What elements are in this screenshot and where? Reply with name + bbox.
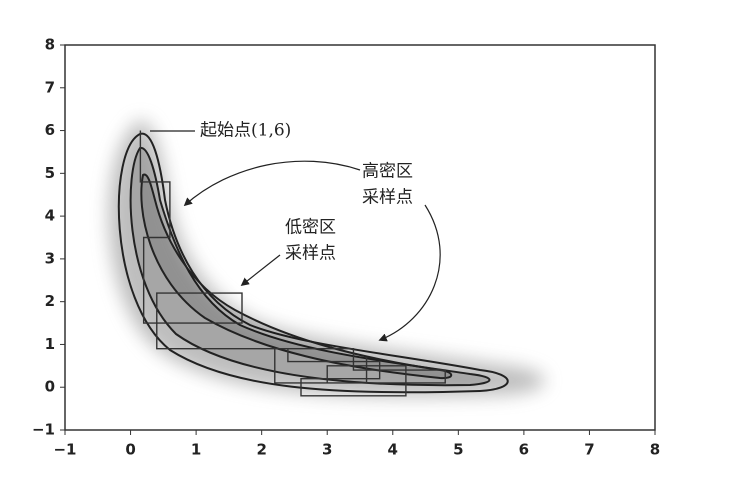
y-tick-label: −1 [32,421,55,439]
annotation-arrows [150,130,441,342]
x-tick-label: 8 [650,441,660,459]
annotation: 高密区 [362,162,413,182]
y-tick-label: 1 [45,335,55,353]
x-tick-label: 3 [322,441,332,459]
y-tick-label: 8 [45,36,55,54]
y-tick-label: 0 [45,378,55,396]
annotation: 低密区 [285,218,336,238]
x-tick-label: 2 [256,441,266,459]
plot-frame [64,44,656,431]
x-tick-label: 7 [584,441,594,459]
sample-path [139,130,446,397]
x-tick-label: 5 [453,441,463,459]
y-tick-label: 7 [45,78,55,96]
x-tick-label: 1 [191,441,201,459]
x-tick-label: 6 [519,441,529,459]
annotation: 起始点(1,6) [200,121,291,141]
density-cloud [108,120,546,397]
annotation: 采样点 [285,244,336,264]
y-tick-label: 5 [45,164,55,182]
x-tick-label: 0 [125,441,135,459]
y-tick-label: 4 [45,207,55,225]
y-tick-label: 3 [45,249,55,267]
y-tick-label: 6 [45,121,55,139]
y-tick-label: 2 [45,292,55,310]
x-tick-label: −1 [53,441,76,459]
x-tick-label: 4 [388,441,398,459]
annotation: 采样点 [362,188,413,208]
